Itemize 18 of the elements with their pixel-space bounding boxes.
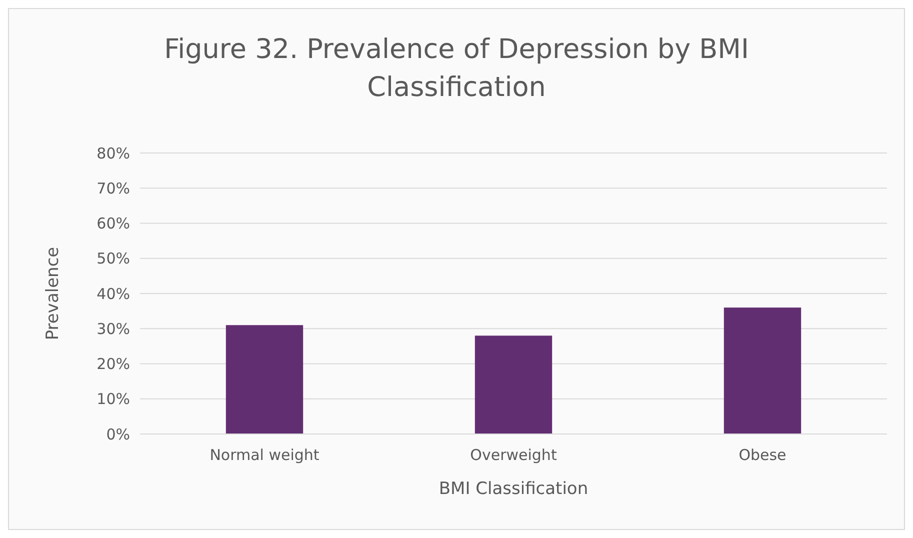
y-axis-title: Prevalence — [43, 246, 63, 340]
chart-title: Figure 32. Prevalence of Depression by BMI Classification — [164, 34, 749, 103]
bar — [724, 308, 802, 434]
y-tick-label: 50% — [96, 250, 130, 268]
y-tick-label: 20% — [96, 355, 130, 373]
x-axis-title: BMI Classification — [438, 479, 588, 499]
y-tick-label: 80% — [96, 144, 130, 162]
y-tick-label: 10% — [96, 390, 130, 408]
bar — [226, 325, 304, 434]
x-tick-label: Overweight — [470, 446, 557, 464]
y-tick-label: 40% — [96, 284, 130, 303]
x-tick-label: Normal weight — [210, 446, 320, 464]
bar — [474, 336, 552, 434]
y-tick-label: 70% — [96, 179, 130, 198]
y-tick-label: 60% — [96, 214, 130, 232]
y-tick-label: 30% — [96, 320, 130, 338]
x-tick-label: Obese — [738, 446, 786, 464]
y-tick-label: 0% — [106, 425, 130, 444]
